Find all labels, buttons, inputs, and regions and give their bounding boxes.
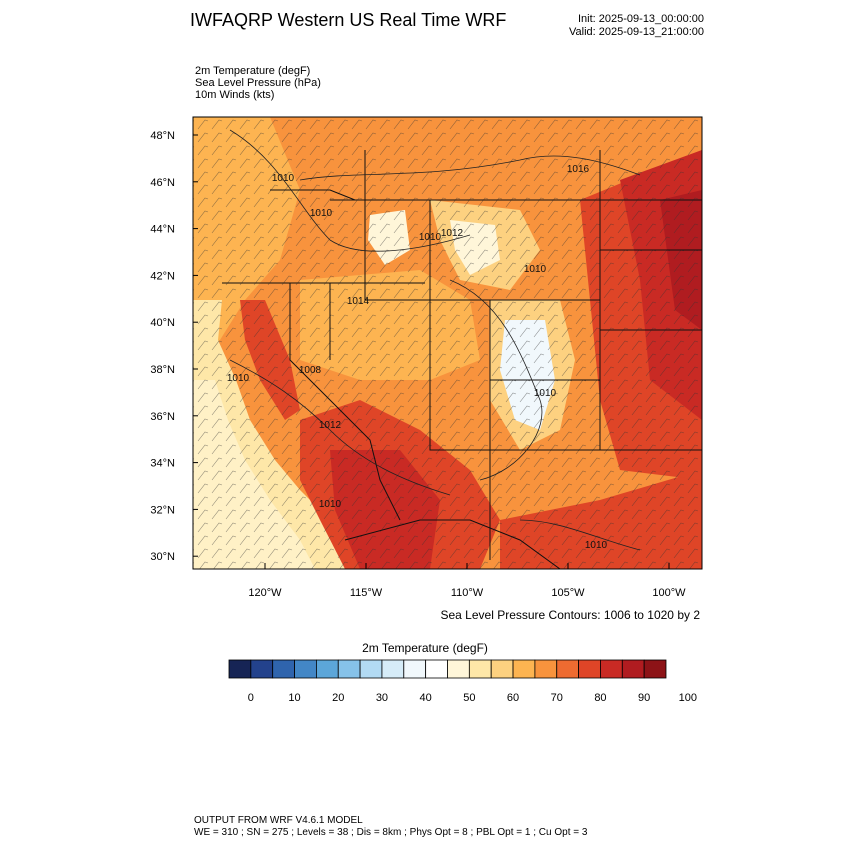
isobar-label: 1014: [347, 296, 370, 307]
colorbar-tick-label: 70: [551, 692, 563, 704]
isobar-label: 1010: [272, 173, 295, 184]
colorbar-swatch: [294, 659, 317, 679]
colorbar-swatch: [556, 659, 580, 679]
lat-label: 42°N: [150, 270, 175, 282]
colorbar-tick-label: 30: [376, 692, 388, 704]
colorbar-swatch: [272, 659, 295, 679]
isobar-label: 1010: [585, 540, 608, 551]
valid-time: Valid: 2025-09-13_21:00:00: [569, 26, 704, 38]
colorbar-swatch: [315, 659, 339, 679]
model-settings: WE = 310 ; SN = 275 ; Levels = 38 ; Dis …: [194, 827, 588, 838]
colorbar-tick-label: 80: [594, 692, 606, 704]
isobar-label: 1010: [534, 388, 557, 399]
lon-label: 105°W: [551, 587, 585, 599]
map-title: IWFAQRP Western US Real Time WRF: [190, 10, 507, 30]
isobar-label: 1010: [319, 499, 342, 510]
lon-label: 110°W: [451, 587, 484, 599]
lat-label: 46°N: [150, 177, 175, 189]
isobars: [229, 129, 641, 551]
colorbar-swatch: [600, 659, 623, 679]
isobar-label: 1012: [441, 228, 464, 239]
colorbar-swatch: [490, 659, 514, 679]
model-footnote: OUTPUT FROM WRF V4.6.1 MODEL WE = 310 ; …: [194, 815, 587, 839]
colorbar-tick-label: 40: [420, 692, 432, 704]
state-borders: [222, 150, 702, 569]
lat-label: 36°N: [150, 411, 175, 423]
isobar-label-layer: 1010101010121014101210101010101610101010…: [227, 164, 608, 551]
colorbar-swatch: [621, 659, 645, 679]
lon-label: 120°W: [248, 587, 282, 599]
plot-frame: [192, 116, 703, 570]
colorbar-swatch: [468, 659, 492, 679]
lat-label: 44°N: [150, 224, 175, 236]
colorbar-tick-label: 100: [679, 692, 697, 704]
lon-label: 100°W: [652, 587, 686, 599]
colorbar-swatch: [643, 659, 667, 679]
init-time: Init: 2025-09-13_00:00:00: [578, 13, 704, 25]
isobar-label: 1010: [419, 232, 442, 243]
isobar-label: 1008: [299, 365, 322, 376]
colorbar-swatch: [425, 659, 448, 679]
field-winds: 10m Winds (kts): [195, 89, 275, 101]
isobar-label: 1016: [567, 164, 590, 175]
colorbar-swatch: [228, 659, 252, 679]
lon-label: 115°W: [350, 587, 383, 599]
colorbar-tick-label: 10: [288, 692, 300, 704]
lat-label: 34°N: [150, 458, 175, 470]
lat-label: 32°N: [150, 504, 175, 516]
field-temperature: 2m Temperature (degF): [195, 65, 311, 77]
field-pressure: Sea Level Pressure (hPa): [195, 77, 321, 89]
colorbar-swatch: [512, 659, 536, 679]
temperature-field: [193, 117, 702, 569]
colorbar-swatch: [534, 659, 558, 679]
colorbar-tick-label: 60: [507, 692, 519, 704]
colorbar-tick-label: 0: [248, 692, 254, 704]
colorbar-tick-label: 50: [463, 692, 475, 704]
isobar-label: 1010: [227, 373, 250, 384]
colorbar: 0 10 20 30 40 50 60 70 80 90 100: [228, 659, 697, 704]
colorbar-swatch: [403, 659, 427, 679]
colorbar-swatch: [337, 659, 361, 679]
field-list: 2m Temperature (degF) Sea Level Pressure…: [195, 65, 321, 101]
lat-label: 38°N: [150, 364, 175, 376]
colorbar-swatch: [381, 659, 405, 679]
wind-barbs: [193, 117, 702, 569]
colorbar-title: 2m Temperature (degF): [362, 641, 488, 655]
run-times: Init: 2025-09-13_00:00:00 Valid: 2025-09…: [569, 13, 704, 39]
colorbar-swatch: [447, 659, 470, 679]
model-version: OUTPUT FROM WRF V4.6.1 MODEL: [194, 815, 363, 826]
colorbar-swatch: [578, 659, 601, 679]
latitude-axis: 48°N 46°N 44°N 42°N 40°N 38°N 36°N 34°N 32°N 30°N: [150, 130, 198, 563]
isobar-label: 1010: [524, 264, 547, 275]
isobar-label: 1012: [319, 420, 342, 431]
colorbar-swatch: [250, 659, 274, 679]
colorbar-tick-label: 20: [332, 692, 344, 704]
lat-label: 40°N: [150, 317, 175, 329]
colorbar-swatch: [359, 659, 383, 679]
lat-label: 30°N: [150, 551, 175, 563]
lat-label: 48°N: [150, 130, 175, 142]
slp-caption: Sea Level Pressure Contours: 1006 to 102…: [440, 608, 701, 622]
colorbar-tick-label: 90: [638, 692, 650, 704]
longitude-axis: 120°W 115°W 110°W 105°W 100°W: [248, 563, 686, 599]
isobar-label: 1010: [310, 208, 333, 219]
